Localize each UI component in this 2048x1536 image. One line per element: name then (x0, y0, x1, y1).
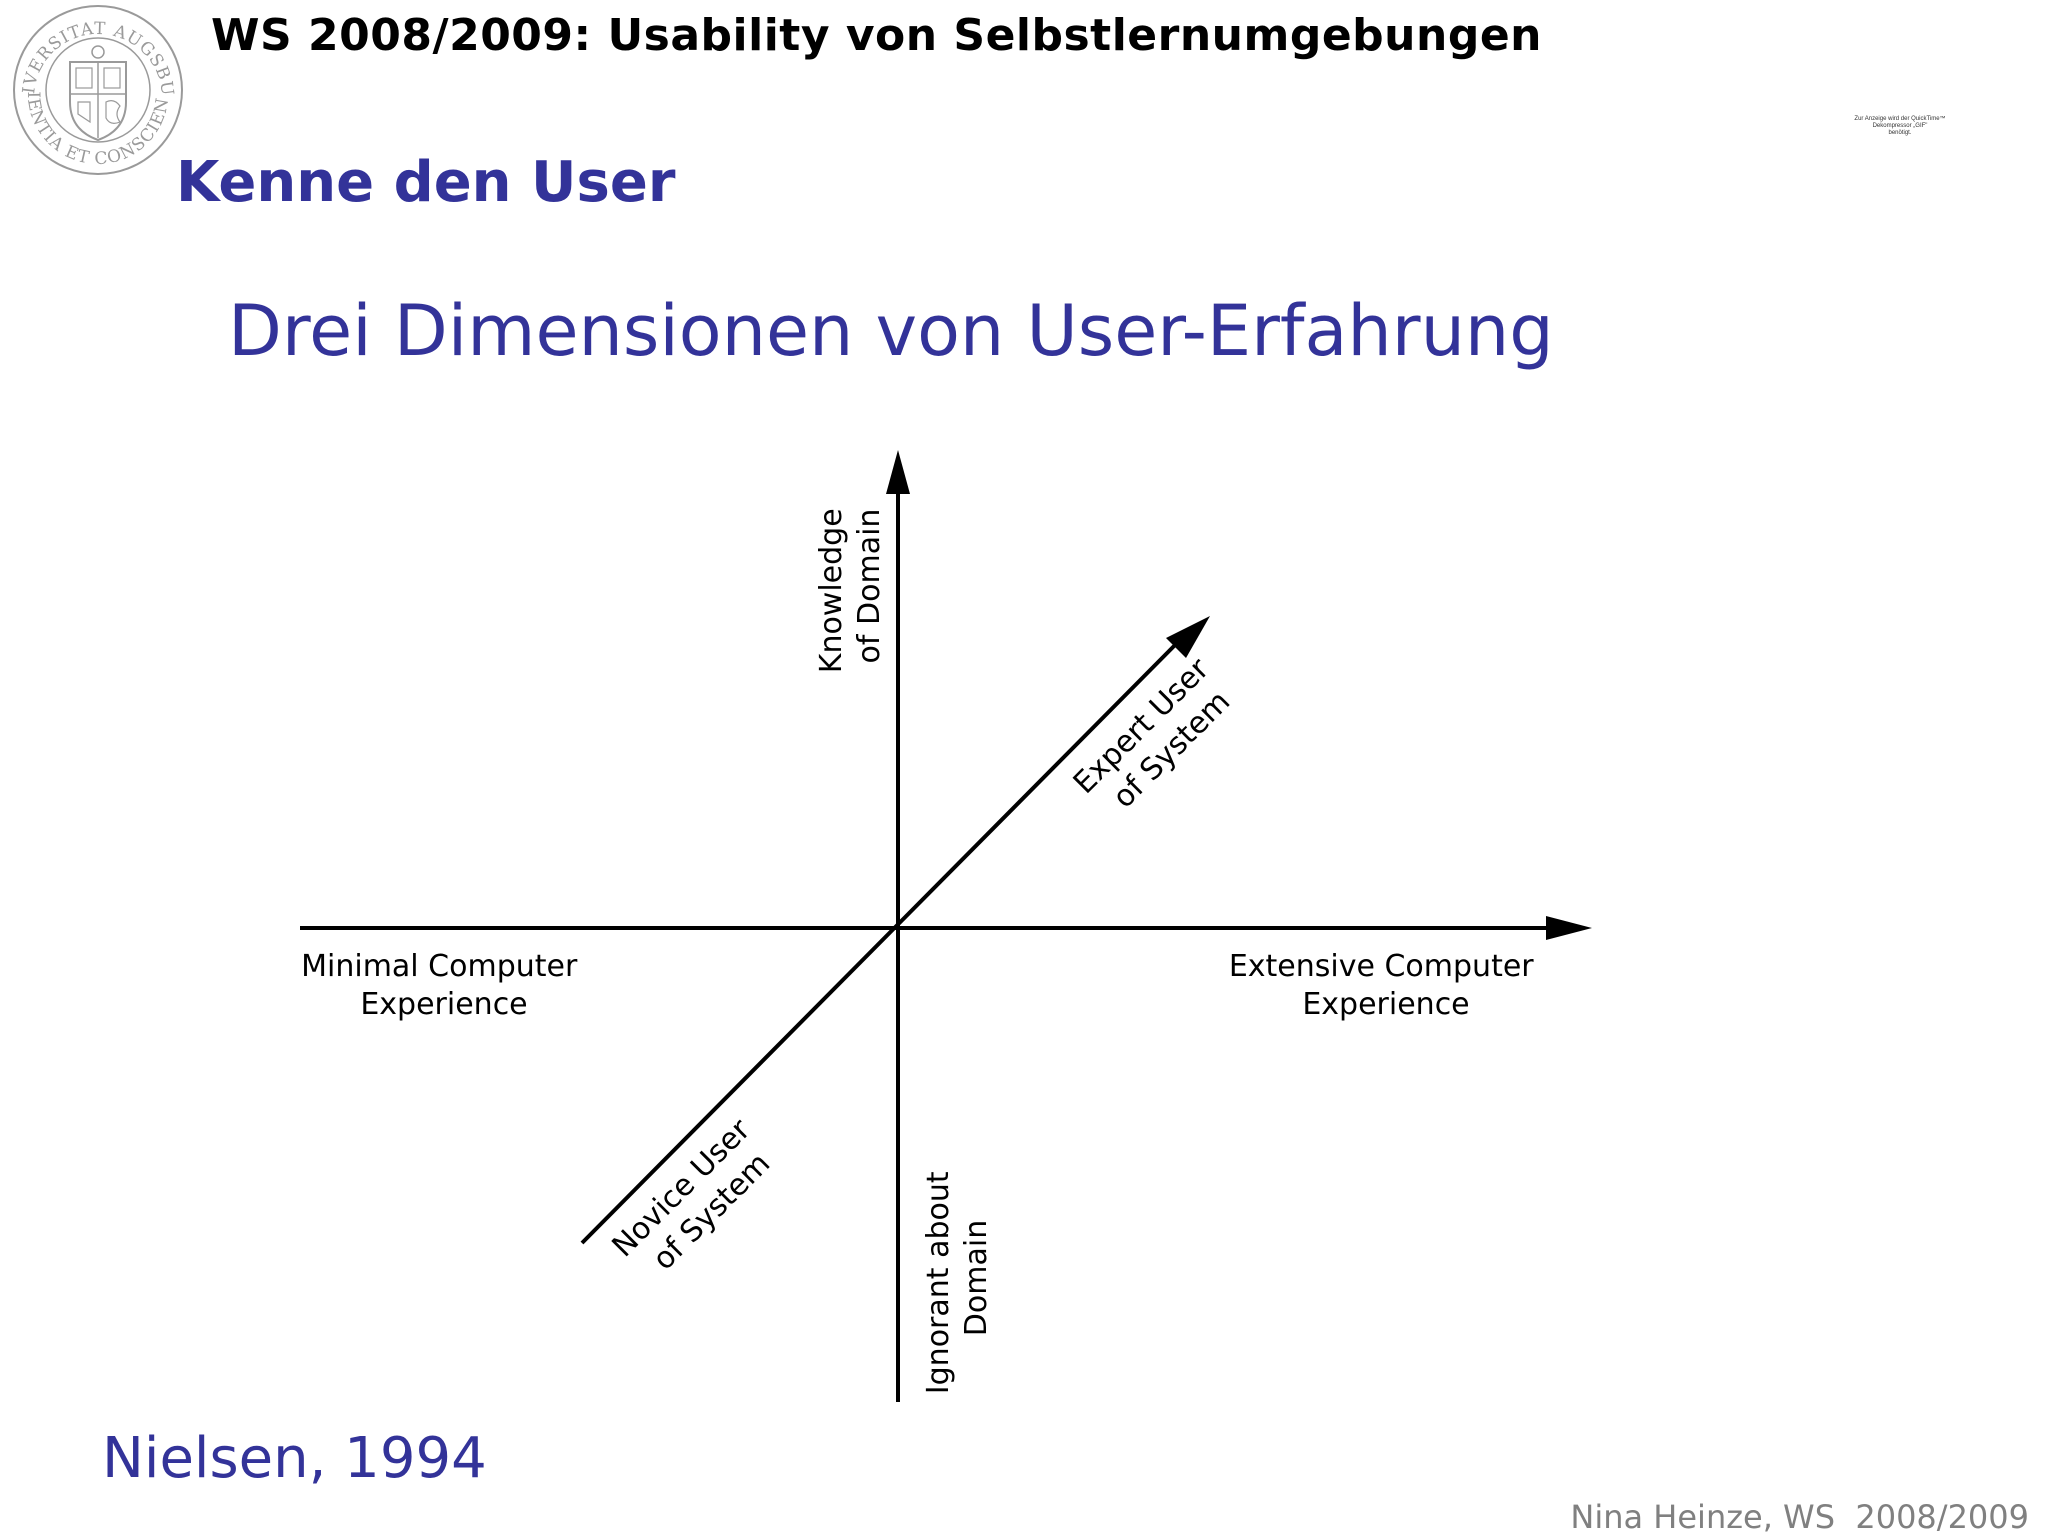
quicktime-placeholder-note: Zur Anzeige wird der QuickTime™ Dekompre… (1840, 116, 1960, 137)
label-novice-user-of-system: Novice User of System (605, 1105, 790, 1290)
course-title: WS 2008/2009: Usability von Selbstlernum… (211, 10, 1542, 61)
citation: Nielsen, 1994 (102, 1426, 487, 1491)
label-knowledge-line-2: of Domain (852, 509, 887, 664)
label-knowledge-of-domain: Knowledge of Domain (814, 499, 887, 673)
system-experience-axis (580, 638, 1182, 1245)
university-seal-icon: UNIVERSITAT AUGSBURG SCIENTIA ET CONSCIE… (10, 2, 183, 175)
label-expert-user-of-system: Expert User of System (1067, 645, 1250, 828)
system-experience-arrowhead (1166, 616, 1210, 658)
domain-knowledge-arrowhead (886, 450, 910, 494)
label-extensive-line-1: Extensive Computer (1229, 949, 1534, 984)
label-ignorant-line-2: Domain (959, 1220, 994, 1336)
computer-experience-arrowhead (1546, 916, 1592, 940)
label-minimal-line-1: Minimal Computer (301, 949, 578, 984)
label-extensive-computer-experience: Extensive Computer Experience (1229, 949, 1543, 1022)
label-ignorant-about-domain: Ignorant about Domain (921, 1162, 994, 1394)
label-knowledge-line-1: Knowledge (814, 508, 849, 673)
section-title: Kenne den User (176, 150, 676, 215)
footer-author: Nina Heinze, WS 2008/2009 (1570, 1498, 2029, 1536)
label-extensive-line-2: Experience (1302, 987, 1469, 1022)
quicktime-note-line-2: Dekompressor „GIF" (1872, 123, 1928, 129)
label-ignorant-line-1: Ignorant about (921, 1171, 956, 1394)
label-minimal-computer-experience: Minimal Computer Experience (301, 949, 587, 1022)
quicktime-note-line-3: benötigt. (1888, 130, 1912, 136)
quicktime-note-line-1: Zur Anzeige wird der QuickTime™ (1854, 116, 1946, 122)
slide-heading: Drei Dimensionen von User-Erfahrung (228, 290, 1554, 372)
label-minimal-line-2: Experience (360, 987, 527, 1022)
